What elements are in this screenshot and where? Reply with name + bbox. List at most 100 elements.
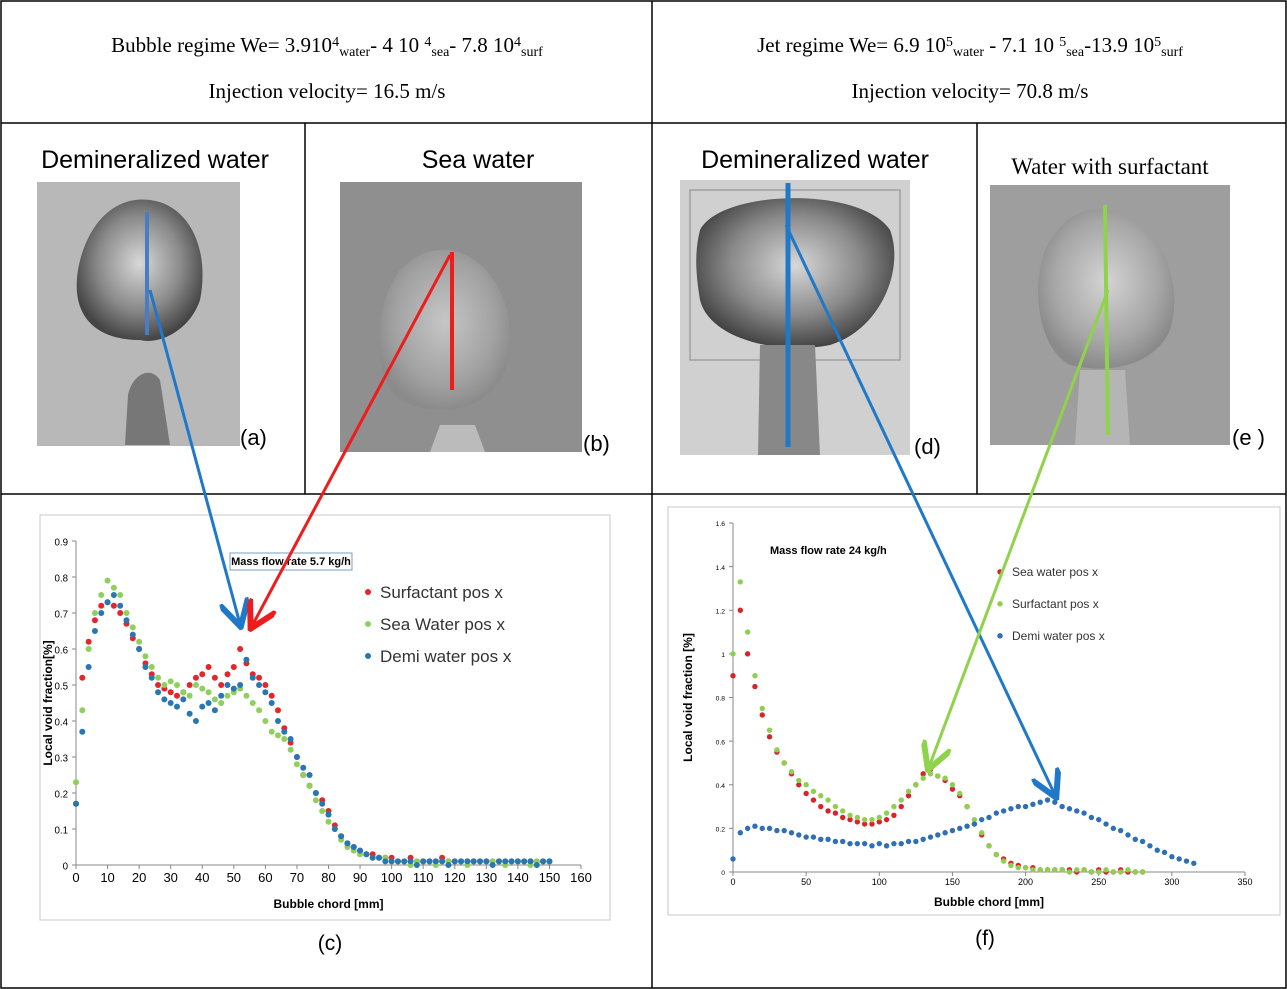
data-point	[325, 811, 332, 818]
data-point	[413, 862, 420, 868]
data-point	[1139, 838, 1146, 845]
y-tick-label: 0.2	[716, 827, 726, 834]
data-point	[117, 592, 124, 598]
data-point	[1132, 869, 1138, 875]
x-tick-label: 60	[258, 870, 272, 885]
x-tick-label: 90	[353, 870, 367, 885]
regime-sub: surf	[1161, 45, 1183, 60]
data-point	[287, 736, 294, 742]
data-point	[394, 858, 401, 865]
data-point	[287, 746, 294, 753]
data-point	[521, 858, 528, 865]
data-point	[350, 844, 357, 850]
x-tick-label: 100	[381, 870, 403, 885]
data-point	[1074, 808, 1080, 814]
data-point	[123, 617, 130, 624]
y-tick-label: 0.4	[54, 718, 68, 729]
data-point	[1030, 801, 1036, 808]
data-point	[293, 761, 300, 768]
data-point	[752, 683, 758, 690]
x-tick-label: 350	[1237, 877, 1252, 887]
data-point	[230, 685, 237, 692]
data-point	[180, 696, 187, 703]
charts: 0 10 20 30 40 50 60 70 80 90 100 110 120 130 140 150 160…	[39, 506, 1281, 955]
data-point	[117, 602, 124, 609]
data-point	[883, 810, 890, 816]
data-point	[957, 790, 963, 797]
data-point	[161, 696, 168, 703]
data-point	[312, 790, 319, 796]
data-point	[759, 712, 765, 718]
legend-label: Sea water pos x	[1012, 565, 1098, 579]
data-point	[91, 617, 98, 624]
data-point	[847, 812, 853, 818]
data-point	[766, 825, 773, 832]
arrows	[148, 224, 1110, 795]
data-point	[1074, 867, 1080, 873]
data-point	[883, 843, 890, 849]
data-point	[891, 840, 897, 847]
data-point	[832, 810, 839, 816]
data-point	[73, 779, 79, 786]
data-point	[781, 827, 787, 834]
data-point	[913, 838, 919, 845]
data-point	[129, 631, 136, 638]
data-point	[1008, 862, 1014, 869]
panel-label: (e )	[1232, 425, 1265, 450]
data-point	[883, 816, 890, 823]
data-point	[281, 728, 288, 735]
data-point	[876, 840, 882, 847]
data-point	[174, 692, 180, 699]
y-tick-label: 0.2	[54, 790, 68, 801]
data-point	[300, 772, 307, 778]
data-point	[993, 810, 1000, 816]
data-point	[205, 664, 212, 670]
data-point	[186, 692, 193, 699]
data-point	[964, 803, 970, 810]
regime-text: - 7.8 10	[449, 33, 514, 57]
data-point	[155, 674, 162, 681]
data-point	[927, 834, 934, 840]
velocity-line: Injection velocity= 16.5 m/s	[209, 79, 446, 103]
legend-marker	[365, 589, 371, 596]
data-point	[502, 858, 509, 865]
data-point	[730, 672, 736, 679]
data-point	[110, 602, 117, 609]
x-tick-label: 50	[227, 870, 241, 885]
data-point	[1088, 869, 1095, 875]
data-point	[167, 700, 174, 706]
chart-frame	[39, 514, 611, 921]
y-tick-label: 0.8	[716, 696, 726, 703]
data-point	[766, 727, 773, 733]
data-point	[192, 674, 199, 681]
data-point	[957, 825, 963, 832]
data-point	[407, 858, 414, 865]
data-point	[344, 840, 351, 847]
y-tick-label: 0.7	[54, 610, 68, 621]
data-point	[155, 689, 162, 696]
data-point	[420, 858, 427, 865]
legend-label: Sea Water pos x	[380, 615, 506, 634]
x-tick-label: 110	[413, 870, 434, 885]
data-point	[180, 689, 187, 696]
data-point	[369, 854, 376, 861]
data-point	[927, 771, 934, 777]
data-point	[98, 610, 105, 616]
data-point	[79, 674, 86, 681]
data-point	[174, 703, 180, 710]
regime-text: - 4 10	[370, 33, 424, 57]
y-axis-label: Local void fraction[%]	[41, 640, 55, 765]
data-point	[1052, 867, 1058, 873]
data-point	[1117, 869, 1124, 875]
x-tick-label: 40	[195, 870, 209, 885]
data-point	[774, 747, 780, 753]
data-point	[1015, 803, 1021, 810]
data-point	[986, 814, 992, 821]
x-tick-label: 120	[444, 870, 466, 885]
panel-title: Demineralized water	[41, 146, 269, 174]
data-point	[1059, 867, 1065, 873]
data-point	[540, 858, 547, 865]
data-point	[1052, 799, 1058, 805]
data-point	[211, 707, 218, 714]
